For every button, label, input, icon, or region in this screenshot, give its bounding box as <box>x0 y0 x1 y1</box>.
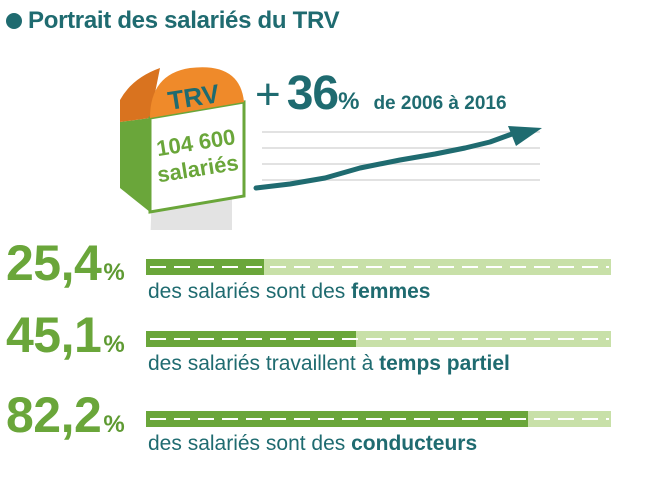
stat-caption: des salariés sont des conducteurs <box>148 432 478 455</box>
stat-part-time: 45,1 % des salariés travaillent à temps … <box>6 310 626 390</box>
stat-caption: des salariés travaillent à temps partiel <box>148 352 510 375</box>
stat-unit: % <box>103 259 125 286</box>
stat-caption: des salariés sont des femmes <box>148 280 431 303</box>
trend-sparkline <box>253 126 542 191</box>
bullet-icon <box>6 13 22 29</box>
stat-drivers: 82,2 % des salariés sont des conducteurs <box>6 390 626 470</box>
trend-arrowhead <box>508 126 542 146</box>
stat-women: 25,4 % des salariés sont des femmes <box>6 238 626 318</box>
trend-line <box>253 131 515 191</box>
stat-unit: % <box>103 331 125 358</box>
stat-value: 82,2 <box>6 387 102 443</box>
progress-bar <box>146 411 611 427</box>
title-text: Portrait des salariés du TRV <box>28 7 340 34</box>
growth-sign: + <box>255 70 281 119</box>
milestone-top-side <box>120 68 160 122</box>
growth-period: de 2006 à 2016 <box>373 93 507 114</box>
milestone-front <box>148 100 246 214</box>
growth-value: 36 <box>286 67 339 120</box>
stat-value: 45,1 <box>6 307 102 363</box>
milestone-marker: TRV 104 600 salariés <box>120 67 246 230</box>
milestone-cap <box>150 67 244 118</box>
milestone-side <box>120 118 150 212</box>
stat-value: 25,4 <box>6 235 102 291</box>
growth-headline: + 36 % de 2006 à 2016 <box>255 70 507 118</box>
growth-unit: % <box>338 88 360 115</box>
progress-bar <box>146 331 611 347</box>
stat-unit: % <box>103 411 125 438</box>
progress-bar <box>146 259 611 275</box>
page-title: Portrait des salariés du TRV <box>6 4 340 38</box>
progress-fill <box>146 411 528 427</box>
